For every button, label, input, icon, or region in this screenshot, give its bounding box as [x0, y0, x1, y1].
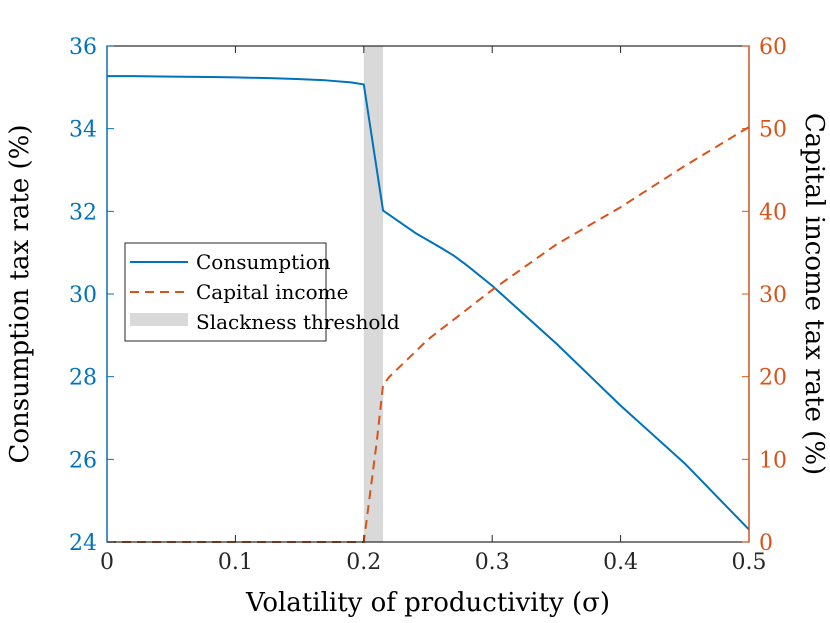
- y-right-tick-label: 10: [759, 448, 787, 473]
- y-left-tick-label: 26: [69, 448, 97, 473]
- x-tick-label: 0.3: [475, 550, 510, 575]
- y-left-tick-label: 28: [69, 366, 97, 391]
- y-left-tick-label: 34: [69, 118, 97, 143]
- x-tick-label: 0.1: [218, 550, 253, 575]
- x-axis-title: Volatility of productivity (σ): [245, 588, 610, 618]
- y-right-tick-label: 20: [759, 366, 787, 391]
- y-right-tick-label: 60: [759, 35, 787, 60]
- y-left-tick-label: 30: [69, 283, 97, 308]
- legend-threshold-label: Slackness threshold: [196, 310, 400, 334]
- legend-consumption-label: Consumption: [196, 250, 331, 274]
- y-left-tick-label: 32: [69, 200, 97, 225]
- x-tick-label: 0.2: [346, 550, 381, 575]
- y-left-tick-label: 36: [69, 35, 97, 60]
- y-axis-left-title: Consumption tax rate (%): [5, 124, 35, 463]
- legend-threshold-swatch: [130, 313, 188, 326]
- y-left-tick-label: 24: [69, 531, 97, 556]
- consumption-line: [107, 75, 750, 531]
- y-right-tick-label: 30: [759, 283, 787, 308]
- y-right-tick-label: 40: [759, 200, 787, 225]
- y-right-tick-label: 50: [759, 118, 787, 143]
- legend-capital-label: Capital income: [196, 280, 348, 304]
- slackness-threshold-band: [363, 46, 384, 542]
- y-axis-right-title: Capital income tax rate (%): [799, 113, 829, 475]
- x-tick-label: 0.5: [732, 550, 767, 575]
- legend: Consumption Capital income Slackness thr…: [124, 242, 400, 342]
- x-tick-label: 0: [100, 550, 114, 575]
- y-right-tick-label: 0: [759, 531, 773, 556]
- x-tick-label: 0.4: [603, 550, 638, 575]
